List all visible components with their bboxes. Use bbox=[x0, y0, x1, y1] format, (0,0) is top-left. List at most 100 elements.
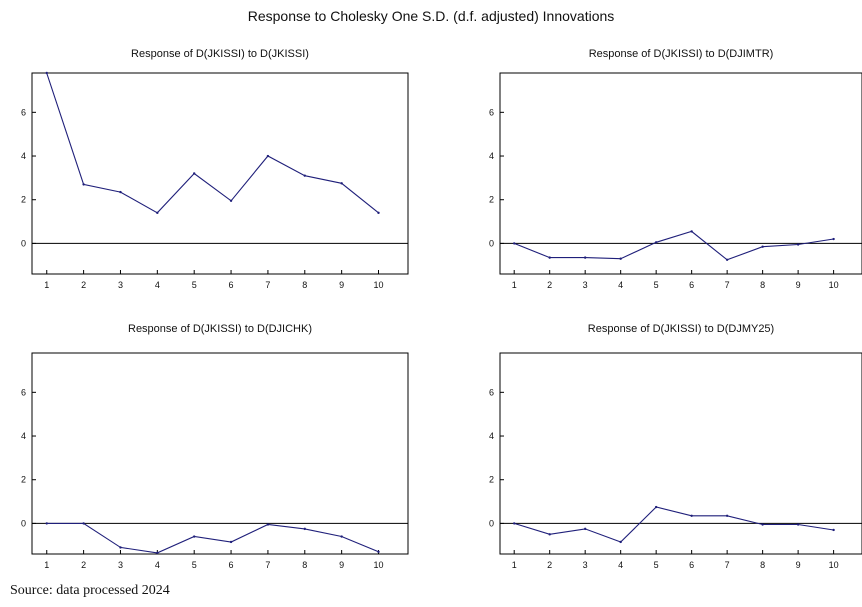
x-tick-label: 5 bbox=[192, 560, 197, 570]
y-tick-label: 6 bbox=[21, 107, 26, 117]
x-tick-label: 9 bbox=[339, 560, 344, 570]
response-line bbox=[514, 506, 834, 543]
plot-frame bbox=[31, 72, 409, 275]
data-point bbox=[377, 211, 380, 215]
x-tick-label: 9 bbox=[796, 280, 801, 290]
x-tick-label: 3 bbox=[583, 560, 588, 570]
panel-4: Response of D(JKISSI) to D(DJMY25) 0 2 4 6 1 2… bbox=[489, 323, 862, 570]
data-point bbox=[229, 199, 233, 203]
x-tick-label: 2 bbox=[81, 560, 86, 570]
y-tick-label: 0 bbox=[21, 238, 26, 248]
y-tick-label: 0 bbox=[489, 518, 494, 528]
y-tick-label: 4 bbox=[489, 431, 494, 441]
data-point bbox=[796, 243, 800, 246]
data-point bbox=[761, 523, 764, 526]
data-point bbox=[654, 241, 658, 244]
data-point bbox=[377, 550, 380, 554]
x-tick-label: 7 bbox=[725, 280, 730, 290]
data-point bbox=[340, 535, 343, 538]
data-point bbox=[303, 527, 306, 531]
plot-frame bbox=[499, 352, 862, 555]
data-point bbox=[583, 256, 587, 259]
y-tick-label: 2 bbox=[489, 195, 494, 205]
data-point bbox=[654, 505, 658, 509]
x-tick-label: 6 bbox=[229, 560, 234, 570]
x-tick-label: 3 bbox=[118, 280, 123, 290]
y-tick-label: 0 bbox=[21, 518, 26, 528]
x-tick-label: 7 bbox=[725, 560, 730, 570]
data-point bbox=[45, 71, 48, 75]
y-tick-label: 2 bbox=[21, 195, 26, 205]
y-tick-label: 6 bbox=[489, 387, 494, 397]
data-point bbox=[690, 514, 693, 517]
x-tick-label: 7 bbox=[265, 280, 270, 290]
data-point bbox=[156, 211, 159, 215]
data-point bbox=[192, 535, 196, 538]
x-tick-label: 10 bbox=[374, 560, 384, 570]
data-point bbox=[832, 237, 835, 241]
x-tick-label: 1 bbox=[512, 280, 517, 290]
response-line bbox=[46, 72, 379, 214]
x-tick-label: 5 bbox=[654, 560, 659, 570]
data-point bbox=[266, 154, 270, 158]
data-point bbox=[548, 256, 551, 259]
data-point bbox=[512, 242, 516, 245]
x-tick-label: 10 bbox=[374, 280, 384, 290]
data-point bbox=[832, 528, 835, 532]
y-tick-label: 4 bbox=[21, 151, 26, 161]
x-tick-label: 9 bbox=[796, 560, 801, 570]
x-tick-label: 3 bbox=[583, 280, 588, 290]
figure-title: Response to Cholesky One S.D. (d.f. adju… bbox=[247, 8, 615, 24]
x-tick-label: 8 bbox=[760, 280, 765, 290]
data-point bbox=[119, 190, 122, 194]
x-tick-label: 1 bbox=[512, 560, 517, 570]
response-line bbox=[513, 230, 834, 261]
x-tick-label: 6 bbox=[689, 560, 694, 570]
y-tick-label: 6 bbox=[21, 387, 26, 397]
x-tick-label: 2 bbox=[547, 280, 552, 290]
x-tick-label: 2 bbox=[547, 560, 552, 570]
panel-1: Response of D(JKISSI) to D(JKISSI) 0 2 4 6 1 2… bbox=[21, 48, 409, 290]
y-tick-label: 4 bbox=[489, 151, 494, 161]
x-tick-label: 8 bbox=[760, 560, 765, 570]
data-point bbox=[619, 540, 622, 544]
x-tick-label: 9 bbox=[339, 280, 344, 290]
x-tick-label: 5 bbox=[654, 280, 659, 290]
data-point bbox=[266, 523, 270, 526]
y-tick-label: 0 bbox=[489, 238, 494, 248]
panel-title: Response of D(JKISSI) to D(DJMY25) bbox=[588, 323, 774, 335]
y-tick-label: 4 bbox=[21, 431, 26, 441]
y-tick-label: 2 bbox=[21, 475, 26, 485]
data-point bbox=[303, 174, 306, 177]
panel-2: Response of D(JKISSI) to D(DJIMTR) 0 2 4 6 1 2… bbox=[489, 48, 862, 290]
data-point bbox=[82, 183, 85, 186]
data-point bbox=[156, 551, 159, 555]
data-point bbox=[583, 527, 587, 531]
x-tick-label: 2 bbox=[81, 280, 86, 290]
response-line bbox=[46, 522, 379, 554]
x-tick-label: 1 bbox=[44, 560, 49, 570]
x-tick-label: 3 bbox=[118, 560, 123, 570]
data-point bbox=[45, 522, 48, 525]
panel-title: Response of D(JKISSI) to D(JKISSI) bbox=[131, 48, 309, 60]
data-point bbox=[192, 172, 196, 175]
y-tick-label: 2 bbox=[489, 475, 494, 485]
data-point bbox=[340, 182, 343, 185]
x-tick-label: 8 bbox=[302, 280, 307, 290]
y-tick-label: 6 bbox=[489, 107, 494, 117]
panel-title: Response of D(JKISSI) to D(DJICHK) bbox=[128, 323, 312, 335]
panel-title: Response of D(JKISSI) to D(DJIMTR) bbox=[589, 48, 774, 60]
data-point bbox=[619, 257, 622, 260]
x-tick-label: 1 bbox=[44, 280, 49, 290]
data-point bbox=[548, 533, 551, 536]
data-point bbox=[725, 258, 729, 261]
data-point bbox=[796, 523, 800, 526]
panel-3: Response of D(JKISSI) to D(DJICHK) 0 2 4 6 1 2… bbox=[21, 323, 409, 570]
x-tick-label: 10 bbox=[829, 560, 839, 570]
source-note: Source: data processed 2024 bbox=[10, 583, 170, 598]
plot-frame bbox=[499, 72, 862, 275]
data-point bbox=[761, 245, 764, 248]
x-tick-label: 6 bbox=[229, 280, 234, 290]
data-point bbox=[512, 522, 516, 525]
